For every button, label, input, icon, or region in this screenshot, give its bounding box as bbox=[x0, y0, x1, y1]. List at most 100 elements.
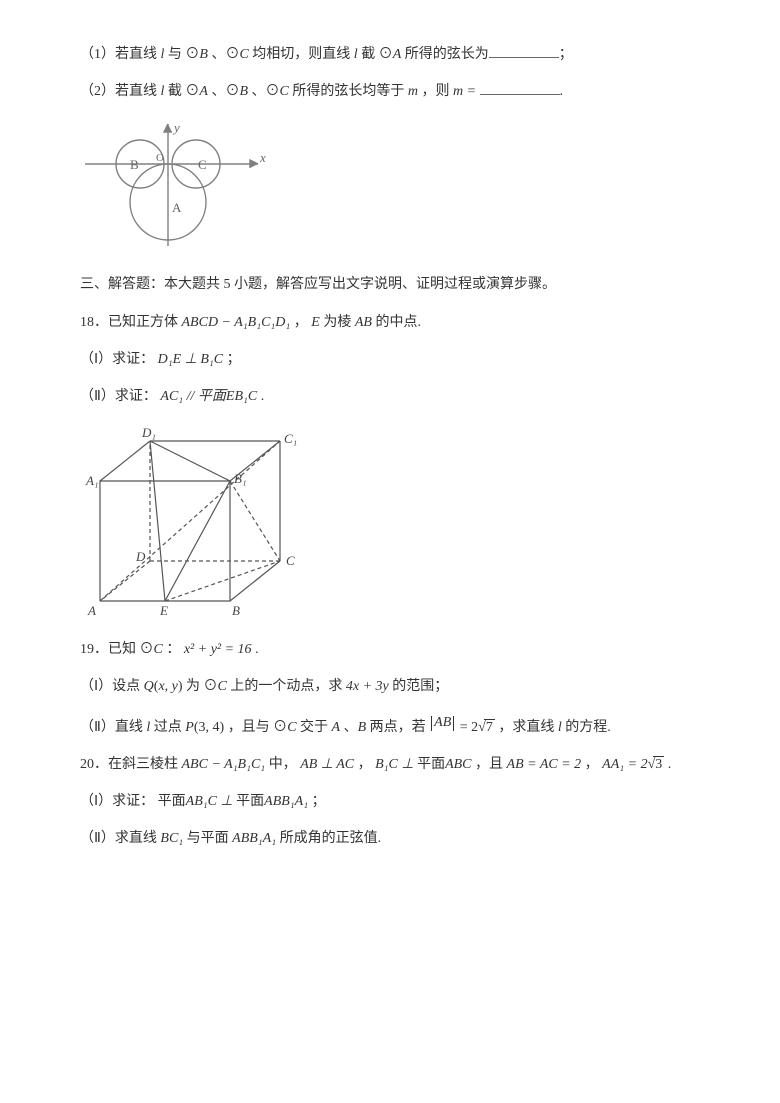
text: 均相切，则直线 bbox=[252, 47, 354, 62]
q20-part1: （Ⅰ）求证： 平面AB₁C ⊥ 平面ABB₁A₁ ； bbox=[80, 787, 720, 818]
expr: D₁E ⊥ B₁C bbox=[158, 352, 223, 367]
figure-circles: y x B C O A bbox=[80, 116, 720, 256]
lbl-D1: D₁ bbox=[141, 425, 156, 440]
e: ABB₁A₁ bbox=[232, 831, 276, 846]
text: ： bbox=[166, 642, 180, 657]
text: 、⊙ bbox=[252, 84, 280, 99]
text: ； bbox=[227, 352, 241, 367]
circles-svg: y x B C O A bbox=[80, 116, 270, 256]
var-l: l bbox=[558, 720, 562, 735]
text: 与 ⊙ bbox=[168, 47, 200, 62]
rad: 3 bbox=[653, 756, 664, 772]
q18-stem: 18．已知正方体 ABCD − A₁B₁C₁D₁ ， E 为棱 AB 的中点. bbox=[80, 308, 720, 339]
expr: AC₁ // 平面EB₁C bbox=[160, 389, 257, 404]
blank-1 bbox=[489, 44, 559, 58]
var-A: A bbox=[393, 47, 402, 62]
text: （1）若直线 bbox=[80, 47, 157, 62]
var-C: C bbox=[287, 720, 296, 735]
BC1: BC₁ bbox=[160, 831, 183, 846]
text: （Ⅰ）设点 bbox=[80, 679, 144, 694]
var-l: l bbox=[354, 47, 358, 62]
text: 、 bbox=[344, 720, 358, 735]
var-E: E bbox=[311, 315, 320, 330]
text: ，且 bbox=[475, 757, 507, 772]
lbl-B: B bbox=[130, 157, 139, 172]
text: （Ⅰ）求证： bbox=[80, 794, 154, 809]
sqrt-7: √7 bbox=[478, 713, 495, 744]
lbl-E: E bbox=[159, 603, 168, 618]
ABC: ABC bbox=[445, 757, 471, 772]
rad: 7 bbox=[484, 719, 495, 735]
q18-part2: （Ⅱ）求证： AC₁ // 平面EB₁C . bbox=[80, 382, 720, 413]
var-P: P bbox=[185, 720, 194, 735]
text: 与平面 bbox=[187, 831, 233, 846]
lbl-C1: C₁ bbox=[284, 431, 297, 446]
var-AB: AB bbox=[355, 315, 372, 330]
var-B: B bbox=[199, 47, 208, 62]
text: 的范围； bbox=[392, 679, 448, 694]
prism: ABC − A₁B₁C₁ bbox=[182, 757, 266, 772]
text: （2）若直线 bbox=[80, 84, 157, 99]
c3: AB = AC = 2 bbox=[507, 757, 582, 772]
var-C: C bbox=[280, 84, 289, 99]
text: ， bbox=[358, 757, 376, 772]
text: （Ⅰ）求证： bbox=[80, 352, 154, 367]
text: 两点，若 bbox=[370, 720, 430, 735]
lbl-y: y bbox=[172, 120, 180, 135]
eq-m: m = bbox=[453, 84, 476, 99]
var-m: m bbox=[408, 84, 418, 99]
var-A: A bbox=[332, 720, 341, 735]
text: 20．在斜三棱柱 bbox=[80, 757, 182, 772]
lbl-B1: B₁ bbox=[234, 471, 246, 486]
text: 为 ⊙ bbox=[186, 679, 218, 694]
lbl-C: C bbox=[286, 553, 295, 568]
text: （Ⅱ）求证： bbox=[80, 389, 157, 404]
text: ，则 bbox=[421, 84, 453, 99]
section-3-heading: 三、解答题：本大题共 5 小题，解答应写出文字说明、证明过程或演算步骤。 bbox=[80, 270, 720, 301]
text: 、⊙ bbox=[211, 84, 239, 99]
coord: 3, 4 bbox=[199, 720, 220, 735]
text: 所得的弦长为 bbox=[405, 47, 489, 62]
lbl-C: C bbox=[198, 157, 207, 172]
var-B: B bbox=[358, 720, 367, 735]
text: 过点 bbox=[154, 720, 186, 735]
text: ，求直线 bbox=[498, 720, 558, 735]
text: ； bbox=[559, 47, 573, 62]
text: 截 ⊙ bbox=[168, 84, 200, 99]
figure-cube: D₁ C₁ A₁ B₁ D C A E B bbox=[80, 421, 720, 621]
q20-part2: （Ⅱ）求直线 BC₁ 与平面 ABB₁A₁ 所成角的正弦值. bbox=[80, 824, 720, 855]
q18-part1: （Ⅰ）求证： D₁E ⊥ B₁C ； bbox=[80, 345, 720, 376]
text: 的方程. bbox=[565, 720, 611, 735]
lbl-x: x bbox=[259, 150, 266, 165]
text: 19．已知 ⊙ bbox=[80, 642, 154, 657]
eq: x² + y² = 16 bbox=[184, 642, 252, 657]
var-C: C bbox=[154, 642, 163, 657]
text: 所得的弦长均等于 bbox=[292, 84, 408, 99]
var-l: l bbox=[161, 47, 165, 62]
e1: AB₁C ⊥ bbox=[186, 794, 237, 809]
q19-part1: （Ⅰ）设点 Q(x, y) 为 ⊙C 上的一个动点，求 4x + 3y 的范围； bbox=[80, 672, 720, 703]
text: ； bbox=[312, 794, 326, 809]
var-l: l bbox=[161, 84, 165, 99]
blank-2 bbox=[480, 81, 560, 95]
text: 中， bbox=[269, 757, 301, 772]
var-Q: Q bbox=[144, 679, 154, 694]
plane: 平面 bbox=[417, 757, 445, 772]
lbl-A1: A₁ bbox=[85, 473, 98, 488]
text: 18．已知正方体 bbox=[80, 315, 182, 330]
cube-name: ABCD − A₁B₁C₁D₁ bbox=[182, 315, 291, 330]
text: 的中点. bbox=[375, 315, 421, 330]
rp: ) bbox=[178, 679, 183, 694]
q19-part2: （Ⅱ）直线 l 过点 P(3, 4) ，且与 ⊙C 交于 A 、B 两点，若 A… bbox=[80, 708, 720, 744]
text: ，且与 ⊙ bbox=[228, 720, 288, 735]
eq: = 2 bbox=[460, 720, 478, 735]
plane: 平面 bbox=[158, 794, 186, 809]
var-B: B bbox=[239, 84, 248, 99]
text: （Ⅱ）直线 bbox=[80, 720, 146, 735]
c2: B₁C ⊥ bbox=[375, 757, 417, 772]
text: 交于 bbox=[300, 720, 332, 735]
text: 、⊙ bbox=[211, 47, 239, 62]
text: ， bbox=[294, 315, 312, 330]
text: 三、解答题：本大题共 5 小题，解答应写出文字说明、证明过程或演算步骤。 bbox=[80, 277, 556, 292]
text: . bbox=[668, 757, 672, 772]
